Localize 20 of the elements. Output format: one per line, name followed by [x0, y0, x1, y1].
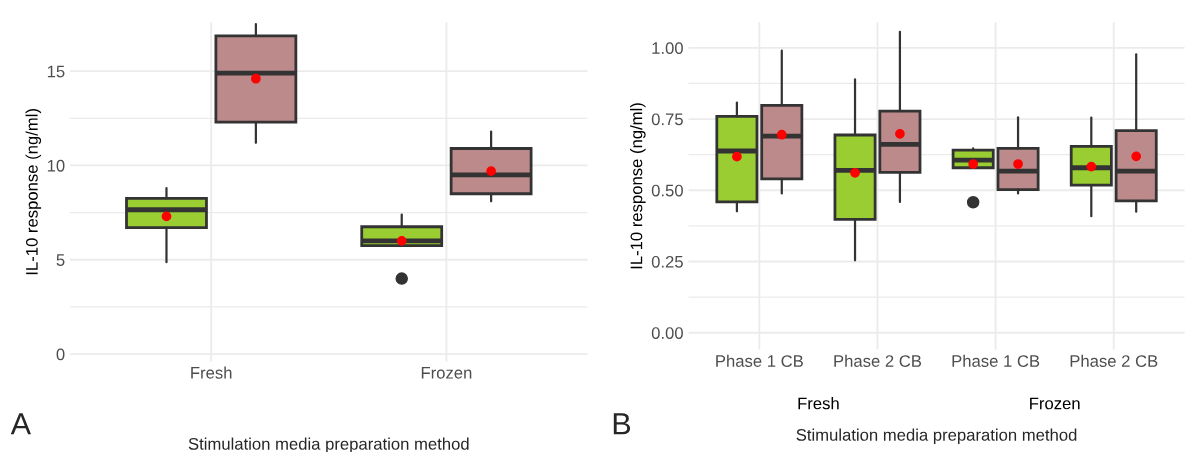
y-axis-title: IL-10 response (ng/ml) [630, 103, 646, 269]
x-tick-label: Phase 2 CB [1070, 354, 1158, 367]
y-tick-label: 5 [56, 254, 65, 266]
text: A [10, 413, 31, 435]
y-tick-label: 0.50 [651, 184, 683, 197]
y-tick-label: 0.00 [651, 327, 683, 339]
text: Frozen [1030, 397, 1080, 410]
y-tick-label: 1.00 [652, 42, 683, 54]
y-tick-label: 0.25 [651, 255, 683, 268]
x-axis-title: Stimulation media preparation method [796, 428, 1077, 445]
text: B [613, 413, 631, 435]
x-tick-label: Phase 2 CB [834, 354, 922, 367]
y-tick-label: 0 [56, 348, 65, 361]
y-tick-label: 15 [47, 65, 65, 78]
text: Fresh [798, 397, 839, 410]
x-tick-label: Phase 1 CB [716, 354, 803, 367]
x-tick-label: Phase 1 CB [952, 354, 1040, 367]
y-tick-label: 10 [47, 159, 65, 172]
y-axis-title: IL-10 response (ng/ml) [25, 109, 42, 275]
y-tick-label: 0.75 [651, 113, 683, 126]
